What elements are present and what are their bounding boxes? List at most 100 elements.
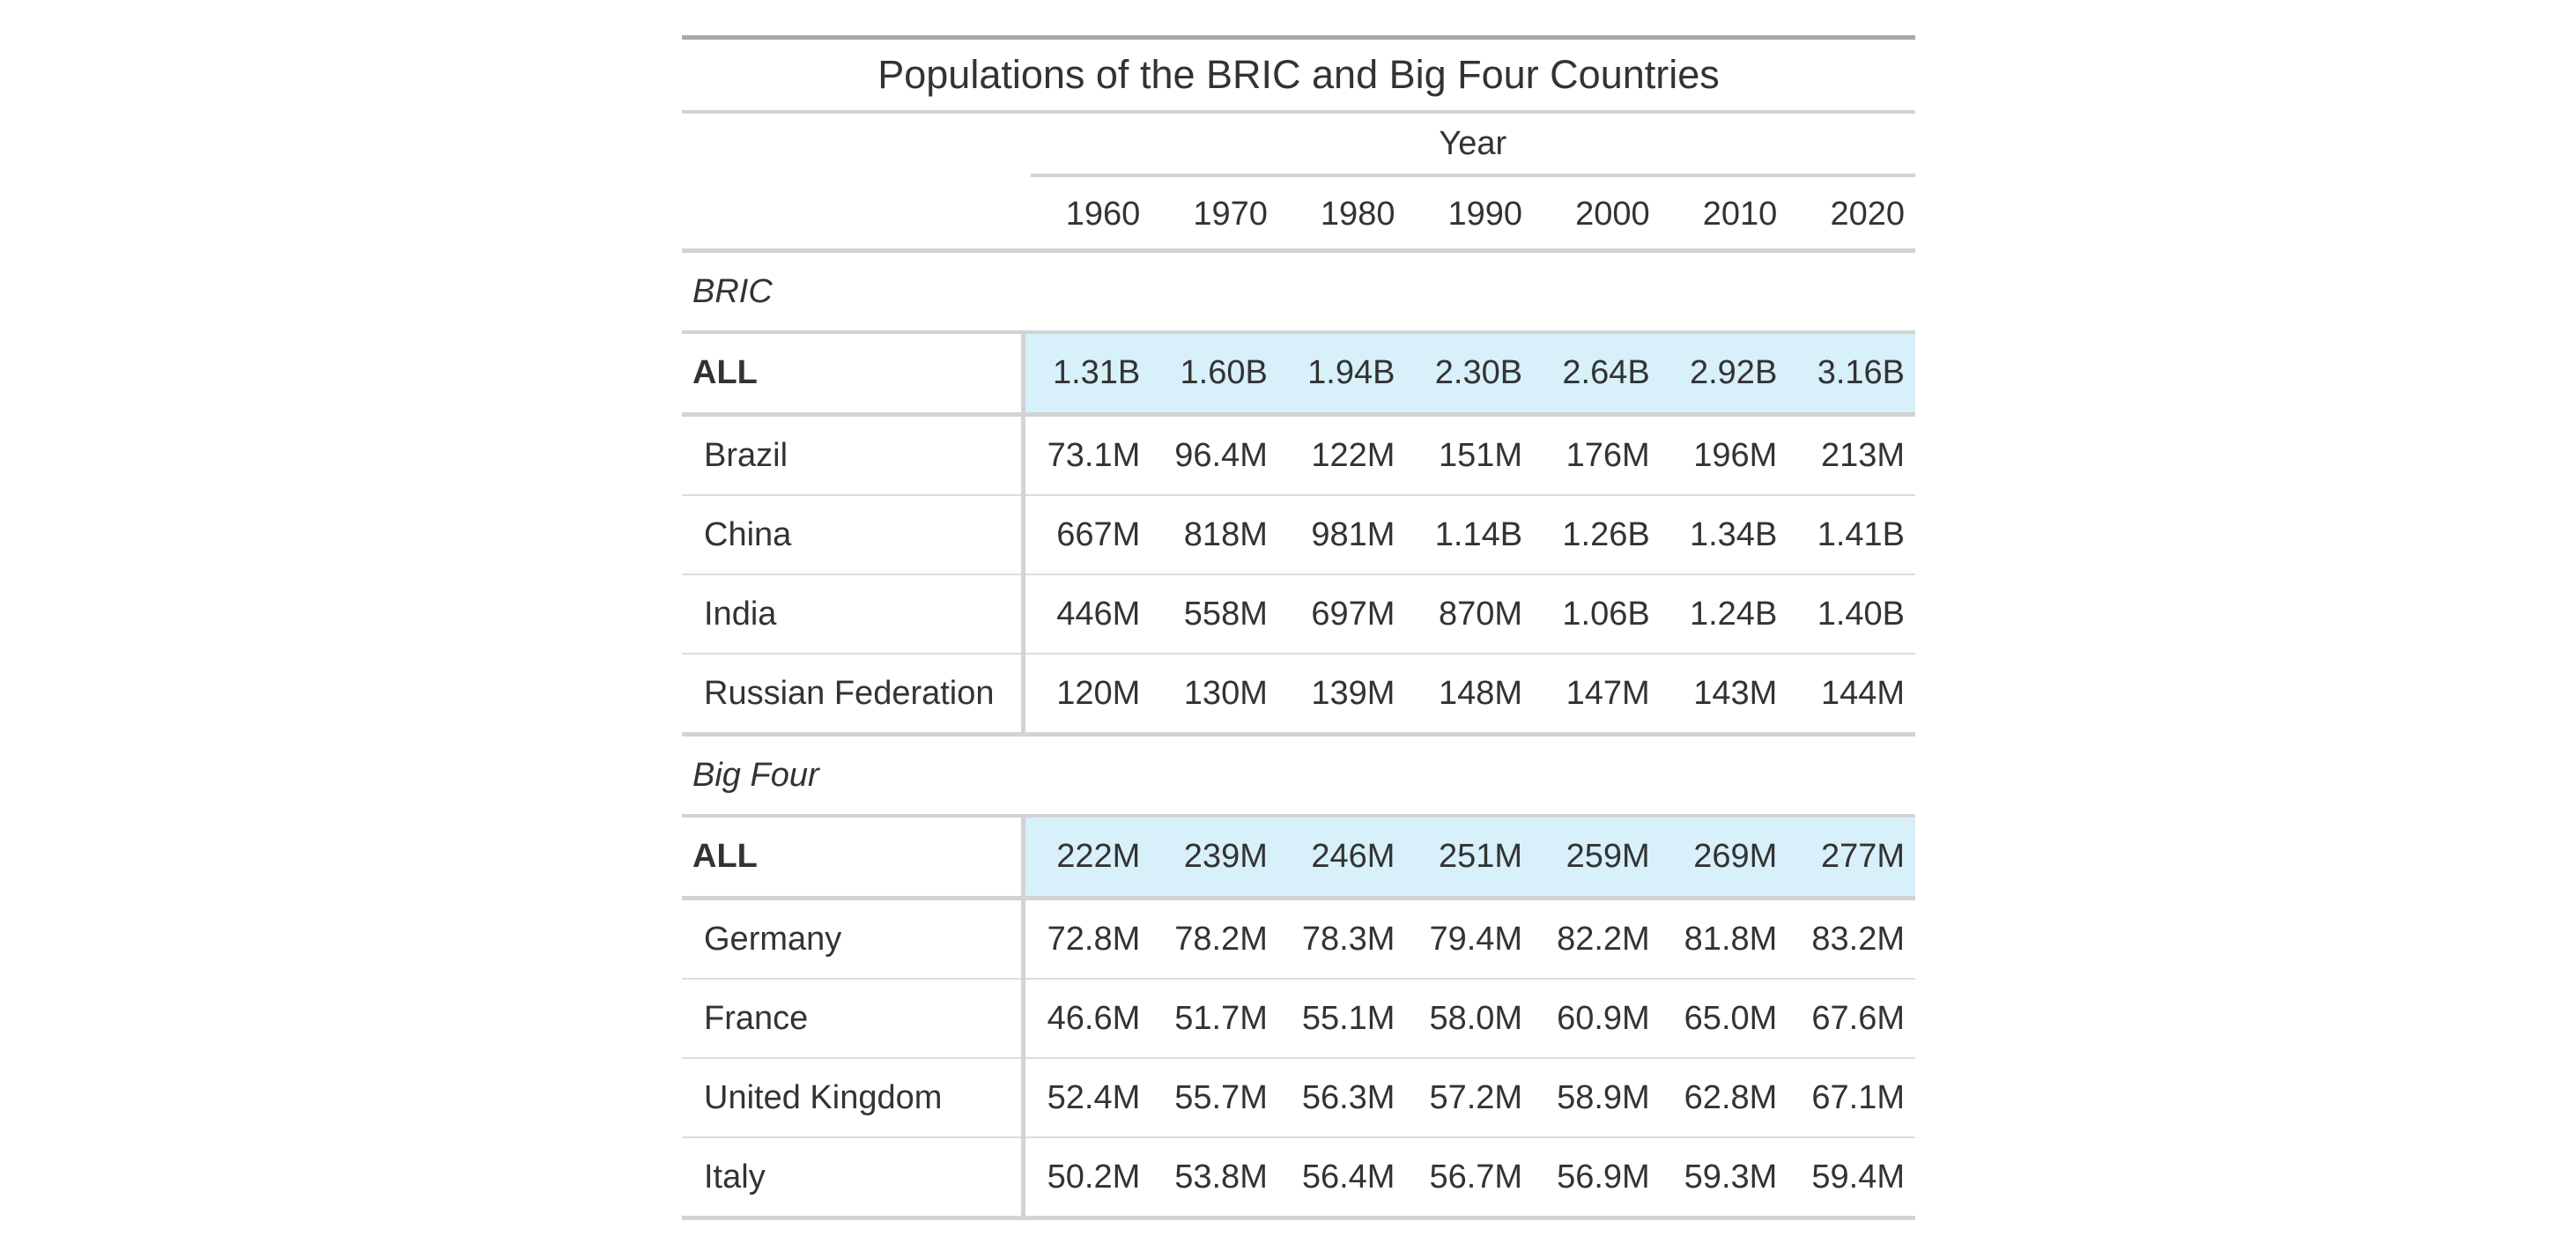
row-group-header: BRIC bbox=[682, 250, 1915, 334]
table-row: Russian Federation 120M 130M 139M 148M 1… bbox=[682, 654, 1915, 737]
table-cell: 56.7M bbox=[1405, 1137, 1534, 1220]
table-cell: 139M bbox=[1277, 654, 1406, 737]
table-cell: 58.0M bbox=[1405, 979, 1534, 1059]
summary-cell: 259M bbox=[1533, 816, 1661, 900]
table-row: China 667M 818M 981M 1.14B 1.26B 1.34B 1… bbox=[682, 495, 1915, 575]
table-cell: 82.2M bbox=[1533, 898, 1661, 980]
summary-row: ALL 222M 239M 246M 251M 259M 269M 277M bbox=[682, 816, 1915, 900]
table-cell: 67.1M bbox=[1788, 1058, 1915, 1138]
table-cell: 558M bbox=[1151, 574, 1278, 655]
summary-cell: 269M bbox=[1660, 816, 1788, 900]
table-cell: 83.2M bbox=[1788, 898, 1915, 980]
population-table: Populations of the BRIC and Big Four Cou… bbox=[682, 35, 1915, 1220]
table-cell: 818M bbox=[1151, 495, 1278, 575]
table-row: Italy 50.2M 53.8M 56.4M 56.7M 56.9M 59.3… bbox=[682, 1137, 1915, 1220]
table-cell: 1.14B bbox=[1405, 495, 1534, 575]
summary-cell: 222M bbox=[1023, 816, 1151, 900]
table-cell: 1.26B bbox=[1533, 495, 1661, 575]
table-cell: 62.8M bbox=[1660, 1058, 1788, 1138]
year-column-header: 1980 bbox=[1277, 180, 1406, 253]
table-cell: 79.4M bbox=[1405, 898, 1534, 980]
table-cell: 72.8M bbox=[1023, 898, 1151, 980]
table-body: BRIC ALL 1.31B 1.60B 1.94B 2.30B 2.64B 2… bbox=[682, 250, 1915, 1220]
year-column-header: 1990 bbox=[1405, 180, 1534, 253]
table-cell: 1.34B bbox=[1660, 495, 1788, 575]
table-cell: 53.8M bbox=[1151, 1137, 1278, 1220]
summary-row: ALL 1.31B 1.60B 1.94B 2.30B 2.64B 2.92B … bbox=[682, 332, 1915, 417]
country-label: India bbox=[682, 574, 1026, 655]
table-row: India 446M 558M 697M 870M 1.06B 1.24B 1.… bbox=[682, 574, 1915, 655]
table-cell: 122M bbox=[1277, 414, 1406, 496]
country-label: Brazil bbox=[682, 414, 1026, 496]
table-cell: 120M bbox=[1023, 654, 1151, 737]
table-cell: 981M bbox=[1277, 495, 1406, 575]
table-cell: 58.9M bbox=[1533, 1058, 1661, 1138]
summary-row-label: ALL bbox=[682, 816, 1026, 900]
table-cell: 697M bbox=[1277, 574, 1406, 655]
table-cell: 870M bbox=[1405, 574, 1534, 655]
column-headers-row: 1960 1970 1980 1990 2000 2010 2020 bbox=[682, 180, 1915, 253]
country-label: China bbox=[682, 495, 1026, 575]
table-cell: 78.2M bbox=[1151, 898, 1278, 980]
summary-cell: 239M bbox=[1151, 816, 1278, 900]
table-cell: 151M bbox=[1405, 414, 1534, 496]
table-cell: 81.8M bbox=[1660, 898, 1788, 980]
table-cell: 1.24B bbox=[1660, 574, 1788, 655]
table-cell: 148M bbox=[1405, 654, 1534, 737]
table-row: Brazil 73.1M 96.4M 122M 151M 176M 196M 2… bbox=[682, 414, 1915, 496]
table-cell: 147M bbox=[1533, 654, 1661, 737]
summary-cell: 1.60B bbox=[1151, 332, 1278, 417]
table-cell: 56.3M bbox=[1277, 1058, 1406, 1138]
table-title: Populations of the BRIC and Big Four Cou… bbox=[682, 35, 1915, 114]
table-cell: 59.4M bbox=[1788, 1137, 1915, 1220]
summary-cell: 1.31B bbox=[1023, 332, 1151, 417]
stub-column-header bbox=[682, 180, 1024, 253]
table-cell: 446M bbox=[1023, 574, 1151, 655]
year-column-header: 1960 bbox=[1023, 180, 1151, 253]
table-cell: 1.06B bbox=[1533, 574, 1661, 655]
summary-cell: 1.94B bbox=[1277, 332, 1406, 417]
country-label: France bbox=[682, 979, 1026, 1059]
table-cell: 143M bbox=[1660, 654, 1788, 737]
table-cell: 96.4M bbox=[1151, 414, 1278, 496]
table-cell: 196M bbox=[1660, 414, 1788, 496]
year-column-header: 2000 bbox=[1533, 180, 1661, 253]
summary-cell: 2.30B bbox=[1405, 332, 1534, 417]
year-column-header: 2010 bbox=[1660, 180, 1788, 253]
country-label: Russian Federation bbox=[682, 654, 1026, 737]
table-cell: 67.6M bbox=[1788, 979, 1915, 1059]
table-cell: 213M bbox=[1788, 414, 1915, 496]
table-cell: 667M bbox=[1023, 495, 1151, 575]
year-spanner: Year bbox=[1024, 112, 1915, 180]
summary-cell: 2.64B bbox=[1533, 332, 1661, 417]
table-cell: 55.7M bbox=[1151, 1058, 1278, 1138]
summary-row-label: ALL bbox=[682, 332, 1026, 417]
table-cell: 78.3M bbox=[1277, 898, 1406, 980]
table-cell: 59.3M bbox=[1660, 1137, 1788, 1220]
table-cell: 56.4M bbox=[1277, 1137, 1406, 1220]
table-cell: 55.1M bbox=[1277, 979, 1406, 1059]
summary-cell: 2.92B bbox=[1660, 332, 1788, 417]
population-table-container: Populations of the BRIC and Big Four Cou… bbox=[682, 35, 1915, 1220]
summary-cell: 251M bbox=[1405, 816, 1534, 900]
table-cell: 46.6M bbox=[1023, 979, 1151, 1059]
table-row: Germany 72.8M 78.2M 78.3M 79.4M 82.2M 81… bbox=[682, 898, 1915, 980]
row-group-label: BRIC bbox=[682, 250, 1915, 334]
title-row: Populations of the BRIC and Big Four Cou… bbox=[682, 35, 1915, 114]
table-cell: 50.2M bbox=[1023, 1137, 1151, 1220]
country-label: Italy bbox=[682, 1137, 1026, 1220]
table-cell: 73.1M bbox=[1023, 414, 1151, 496]
country-label: Germany bbox=[682, 898, 1026, 980]
table-cell: 176M bbox=[1533, 414, 1661, 496]
row-group-header: Big Four bbox=[682, 734, 1915, 818]
table-cell: 60.9M bbox=[1533, 979, 1661, 1059]
table-cell: 56.9M bbox=[1533, 1137, 1661, 1220]
table-cell: 144M bbox=[1788, 654, 1915, 737]
table-cell: 1.40B bbox=[1788, 574, 1915, 655]
summary-cell: 3.16B bbox=[1788, 332, 1915, 417]
year-column-header: 1970 bbox=[1151, 180, 1278, 253]
year-column-header: 2020 bbox=[1788, 180, 1915, 253]
table-row: United Kingdom 52.4M 55.7M 56.3M 57.2M 5… bbox=[682, 1058, 1915, 1138]
stub-header-blank bbox=[682, 112, 1024, 180]
table-cell: 65.0M bbox=[1660, 979, 1788, 1059]
